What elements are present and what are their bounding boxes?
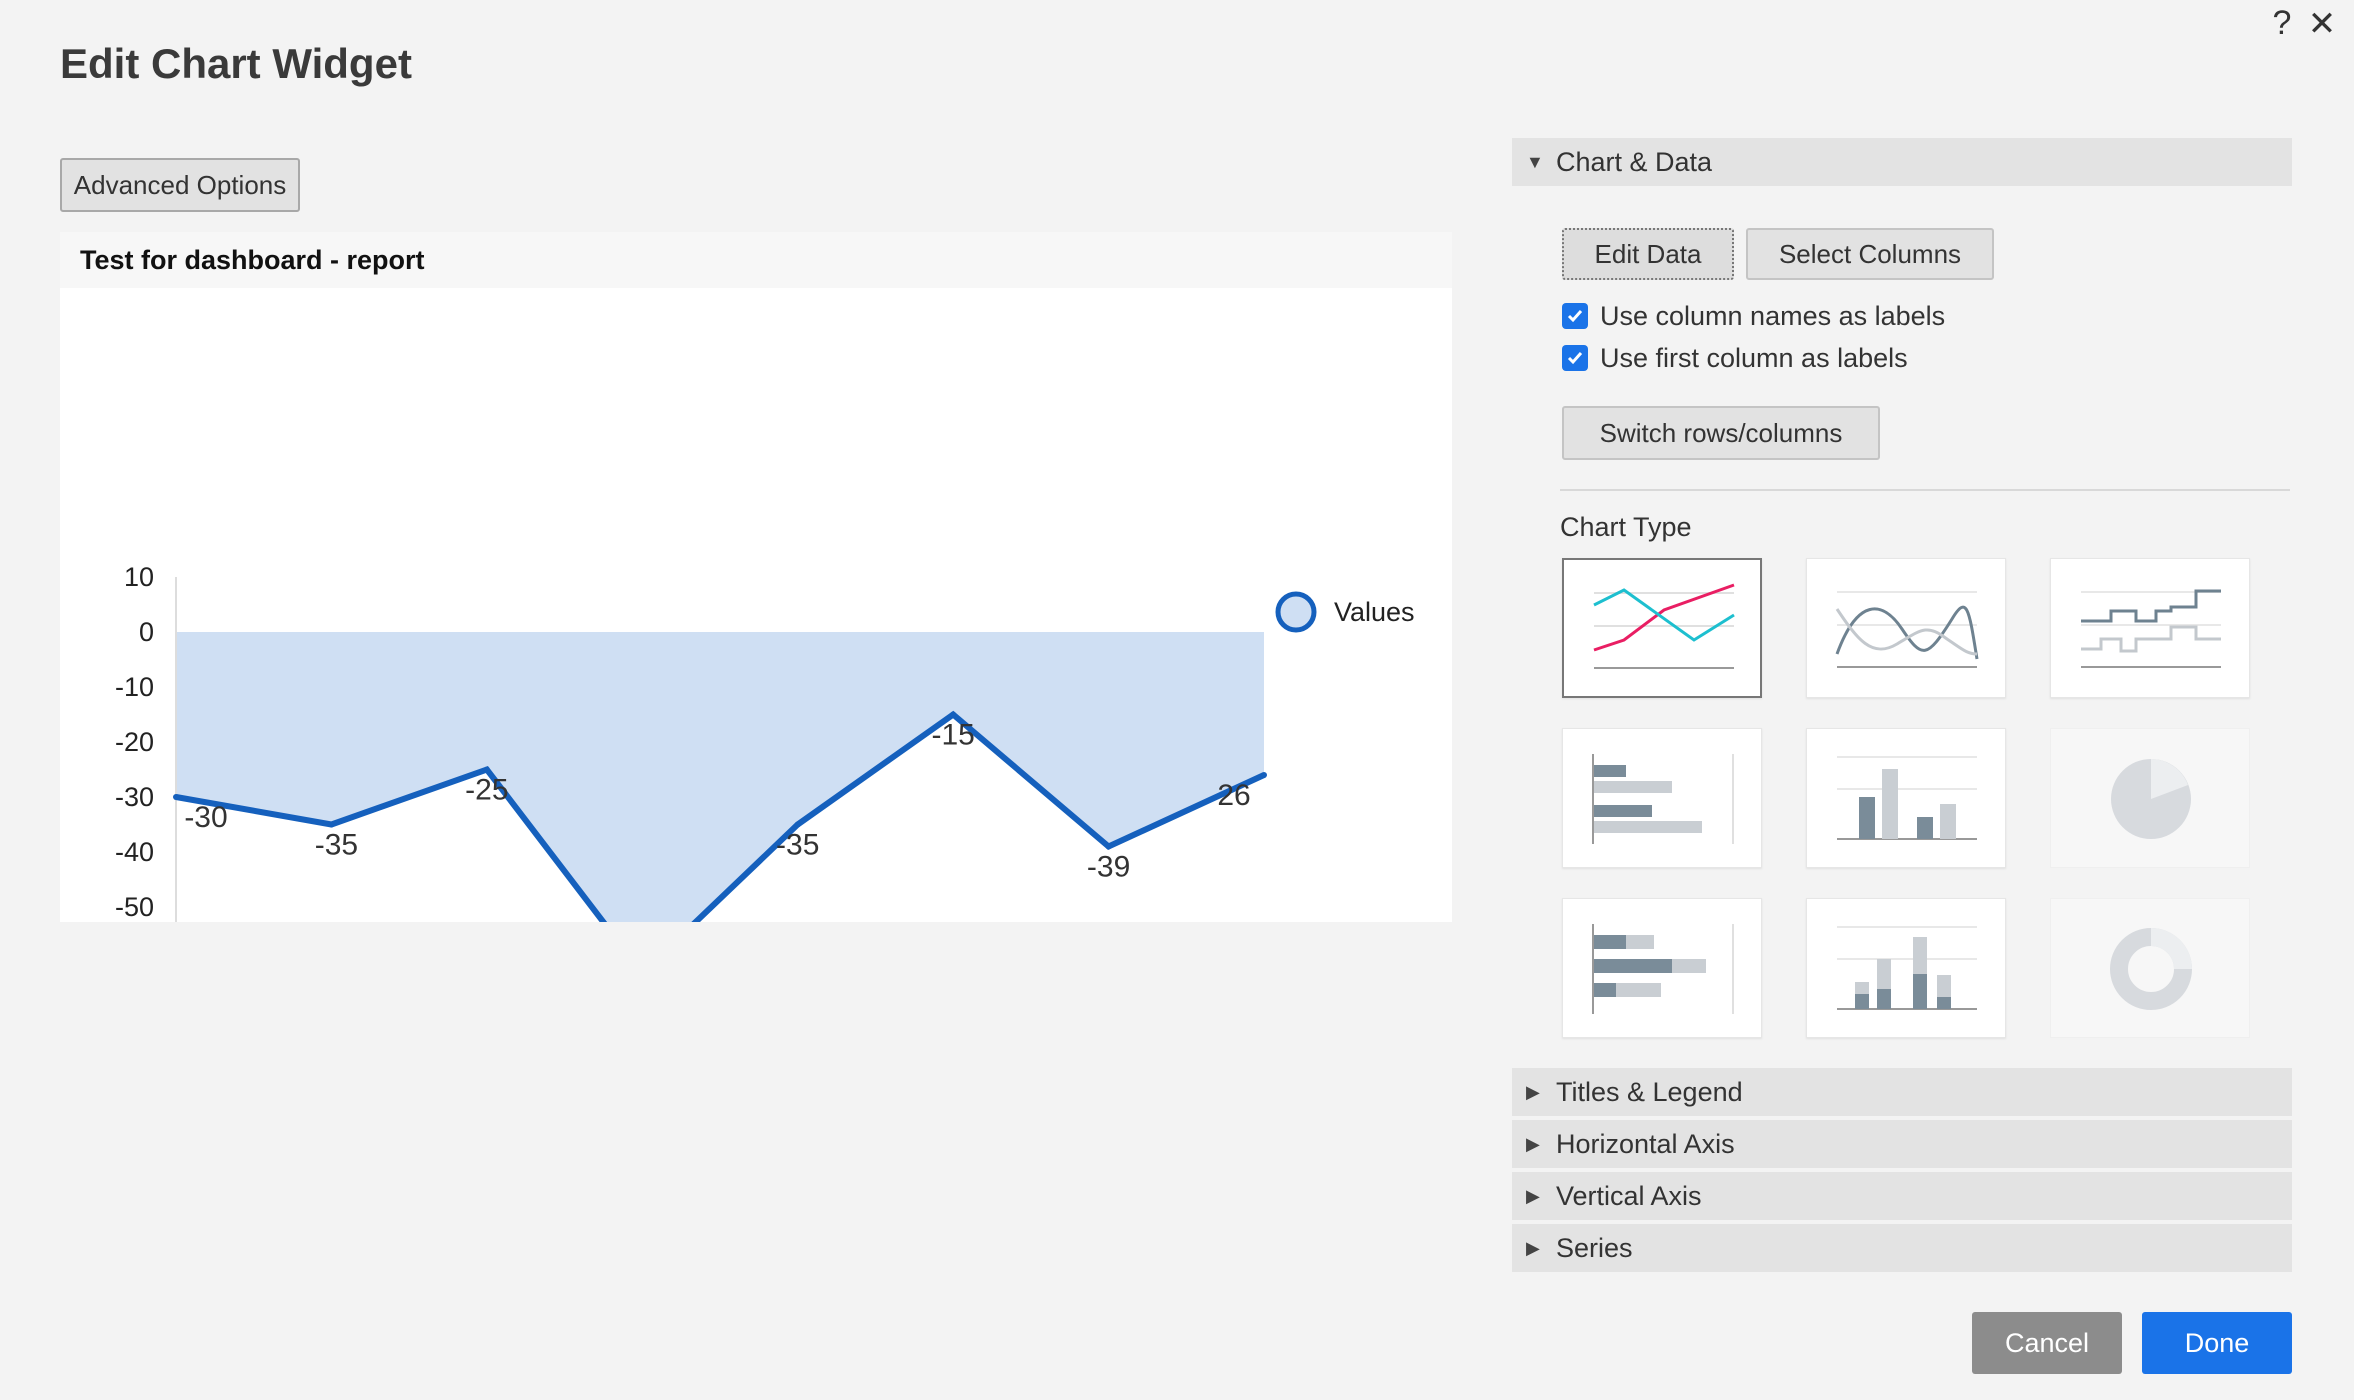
y-tick-label: -30 — [115, 782, 154, 812]
section-series[interactable]: ▶ Series — [1512, 1224, 2292, 1272]
line-chart-icon — [1593, 583, 1735, 669]
data-label: -35 — [776, 829, 819, 862]
done-button[interactable]: Done — [2142, 1312, 2292, 1374]
triangle-right-icon: ▶ — [1526, 1133, 1540, 1154]
use-column-names-label: Use column names as labels — [1600, 300, 1946, 331]
section-title: Series — [1556, 1232, 1633, 1263]
triangle-right-icon: ▶ — [1526, 1237, 1540, 1258]
checkmark-icon — [1567, 310, 1583, 323]
chart-type-line[interactable] — [1562, 558, 1762, 698]
cancel-button[interactable]: Cancel — [1972, 1312, 2122, 1374]
data-point — [794, 821, 801, 828]
data-label: 26 — [1217, 779, 1250, 812]
chart-type-column[interactable] — [1806, 728, 2006, 868]
y-tick-label: -20 — [115, 727, 154, 757]
legend-label: Values — [1334, 597, 1415, 627]
data-point — [1261, 772, 1267, 778]
y-tick-label: 10 — [124, 562, 154, 592]
chart-type-horizontal-bar[interactable] — [1562, 728, 1762, 868]
triangle-right-icon: ▶ — [1526, 1185, 1540, 1206]
y-tick-label: -40 — [115, 837, 154, 867]
dialog-title: Edit Chart Widget — [60, 40, 412, 87]
section-chart-and-data[interactable]: ▼ Chart & Data — [1512, 138, 2292, 186]
chart-title: Test for dashboard - report — [60, 232, 1452, 288]
y-tick-label: 0 — [139, 617, 154, 647]
stacked-bar-chart-icon — [1592, 924, 1734, 1014]
data-label: -15 — [931, 719, 974, 752]
column-chart-icon — [1837, 756, 1977, 840]
section-title: Horizontal Axis — [1556, 1128, 1735, 1159]
y-axis-ticks: 100-10-20-30-40-50-60-70 — [115, 562, 154, 922]
data-point — [173, 794, 179, 800]
y-tick-label: -50 — [115, 892, 154, 922]
chart-type-donut[interactable] — [2050, 898, 2250, 1038]
section-title: Titles & Legend — [1556, 1076, 1743, 1107]
chart-preview-card: Test for dashboard - report 10 0 -10 -20 -30… — [60, 232, 1452, 922]
chart-type-pie[interactable] — [2050, 728, 2250, 868]
section-title: Chart & Data — [1556, 146, 1713, 177]
y-tick-label: -10 — [115, 672, 154, 702]
chart-type-stacked-column[interactable] — [1806, 898, 2006, 1038]
select-columns-button[interactable]: Select Columns — [1746, 228, 1994, 280]
triangle-down-icon: ▼ — [1526, 151, 1544, 172]
advanced-options-button[interactable]: Advanced Options — [60, 158, 300, 212]
horizontal-bar-chart-icon — [1592, 754, 1734, 844]
close-icon[interactable]: ✕ — [2307, 5, 2337, 43]
data-point — [483, 766, 490, 773]
pie-chart-icon — [2111, 759, 2191, 839]
use-column-names-checkbox[interactable] — [1562, 303, 1588, 329]
section-horizontal-axis[interactable]: ▶ Horizontal Axis — [1512, 1120, 2292, 1168]
data-label: -35 — [315, 829, 358, 862]
divider — [1560, 489, 2290, 491]
chart-legend: Values — [1275, 591, 1415, 633]
section-titles-legend[interactable]: ▶ Titles & Legend — [1512, 1068, 2292, 1116]
checkmark-icon — [1567, 352, 1583, 365]
data-point — [1105, 843, 1112, 850]
area-chart: 100-10-20-30-40-50-60-70 -30-35-25-62-35… — [115, 562, 1415, 922]
use-first-column-option: Use first column as labels — [1562, 343, 1908, 373]
chart-type-smooth-line[interactable] — [1806, 558, 2006, 698]
data-label: -39 — [1087, 851, 1130, 884]
stacked-column-chart-icon — [1837, 926, 1977, 1010]
legend-swatch — [1275, 591, 1317, 633]
chart-type-label: Chart Type — [1560, 512, 1692, 542]
chart-type-stacked-bar[interactable] — [1562, 898, 1762, 1038]
section-vertical-axis[interactable]: ▶ Vertical Axis — [1512, 1172, 2292, 1220]
use-first-column-label: Use first column as labels — [1600, 342, 1908, 373]
use-first-column-checkbox[interactable] — [1562, 345, 1588, 371]
use-column-names-option: Use column names as labels — [1562, 301, 1945, 331]
stepped-line-chart-icon — [2081, 589, 2221, 668]
section-title: Vertical Axis — [1556, 1180, 1702, 1211]
help-icon[interactable]: ? — [2272, 4, 2292, 42]
series-area-fill — [176, 632, 1264, 922]
donut-chart-icon — [2110, 928, 2192, 1010]
data-point — [328, 821, 335, 828]
triangle-right-icon: ▶ — [1526, 1081, 1540, 1102]
data-point — [950, 711, 957, 718]
data-label: -30 — [184, 801, 227, 834]
edit-data-button[interactable]: Edit Data — [1562, 228, 1734, 280]
data-label: -25 — [465, 774, 508, 807]
series-line — [175, 710, 1266, 922]
chart-type-stepped-line[interactable] — [2050, 558, 2250, 698]
switch-rows-columns-button[interactable]: Switch rows/columns — [1562, 406, 1880, 460]
smooth-line-chart-icon — [1835, 591, 1979, 668]
